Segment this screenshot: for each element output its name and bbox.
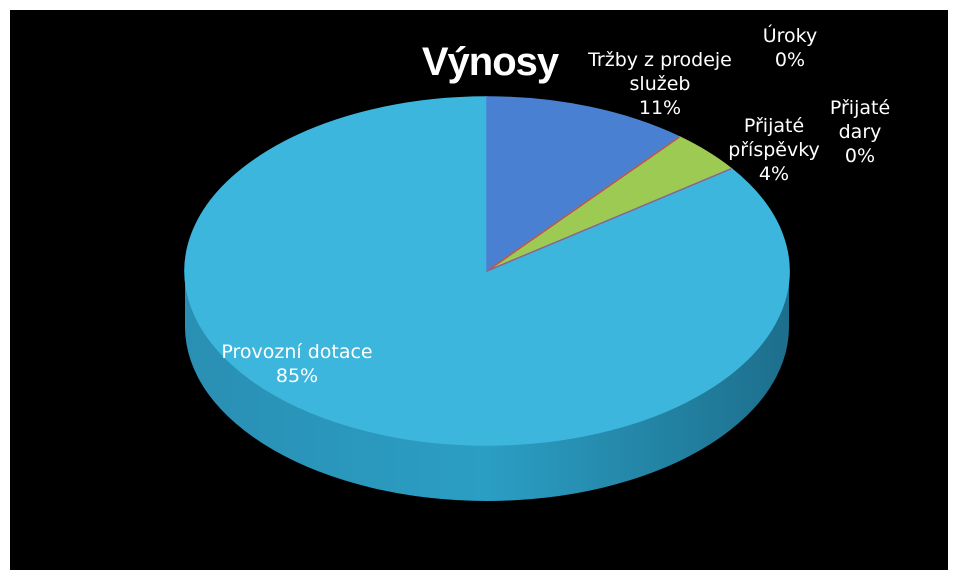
data-label: Tržby z prodeje služeb 11% [560, 48, 760, 120]
slice-name: Přijaté dary [829, 97, 891, 143]
slice-value: 4% [758, 163, 790, 185]
slice-value: 0% [844, 145, 876, 167]
data-label: Přijaté příspěvky 4% [719, 114, 829, 186]
pie-side [185, 271, 789, 501]
chart-title: Výnosy [421, 40, 559, 84]
slice-name: Přijaté příspěvky [728, 115, 820, 161]
pie-slice [486, 96, 681, 273]
pie-slice [486, 136, 680, 272]
slice-value: 85% [275, 365, 319, 387]
data-label: Úroky 0% [745, 24, 835, 72]
slice-name: Úroky [762, 25, 818, 47]
data-label: Provozní dotace 85% [197, 340, 397, 388]
slice-name: Provozní dotace [221, 341, 373, 363]
slice-value: 0% [774, 49, 806, 71]
slice-value: 11% [638, 97, 682, 119]
data-label: Přijaté dary 0% [815, 96, 905, 168]
slice-name: Tržby z prodeje služeb [588, 49, 732, 95]
